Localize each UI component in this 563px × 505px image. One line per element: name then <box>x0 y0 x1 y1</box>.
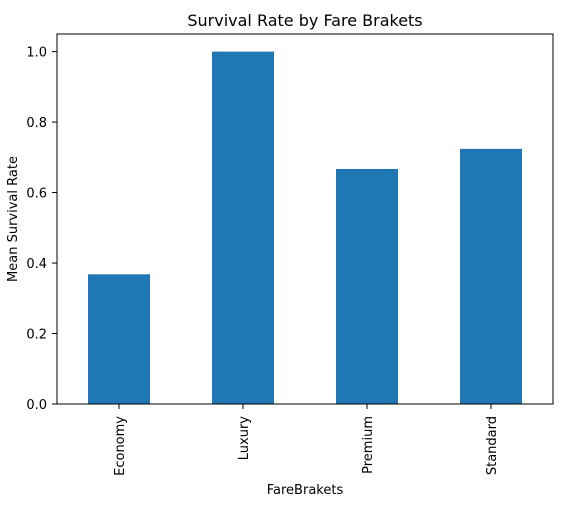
y-ticks-group: 0.0 0.2 0.4 0.6 0.8 1.0 <box>26 46 57 413</box>
bars-group <box>88 51 522 404</box>
y-axis-label: Mean Survival Rate <box>6 156 21 282</box>
chart-title: Survival Rate by Fare Brakets <box>187 11 422 30</box>
bar-luxury <box>212 51 274 404</box>
x-ticks-group: Economy Luxury Premium Standard <box>113 404 500 476</box>
y-tick-label: 0.8 <box>26 116 47 131</box>
bar-premium <box>336 168 398 404</box>
x-tick-label: Standard <box>485 416 500 475</box>
x-tick-label: Economy <box>113 416 128 476</box>
bar-standard <box>460 148 522 404</box>
x-axis-label: FareBrakets <box>267 483 344 498</box>
y-tick-label: 0.0 <box>26 398 47 413</box>
plot-frame <box>56 33 554 405</box>
y-tick-label: 1.0 <box>26 46 47 61</box>
bar-economy <box>88 274 150 404</box>
x-tick-label: Luxury <box>237 416 252 461</box>
y-tick-label: 0.2 <box>26 328 47 343</box>
x-tick-label: Premium <box>361 416 376 474</box>
y-tick-label: 0.6 <box>26 187 47 202</box>
y-tick-label: 0.4 <box>26 257 47 272</box>
